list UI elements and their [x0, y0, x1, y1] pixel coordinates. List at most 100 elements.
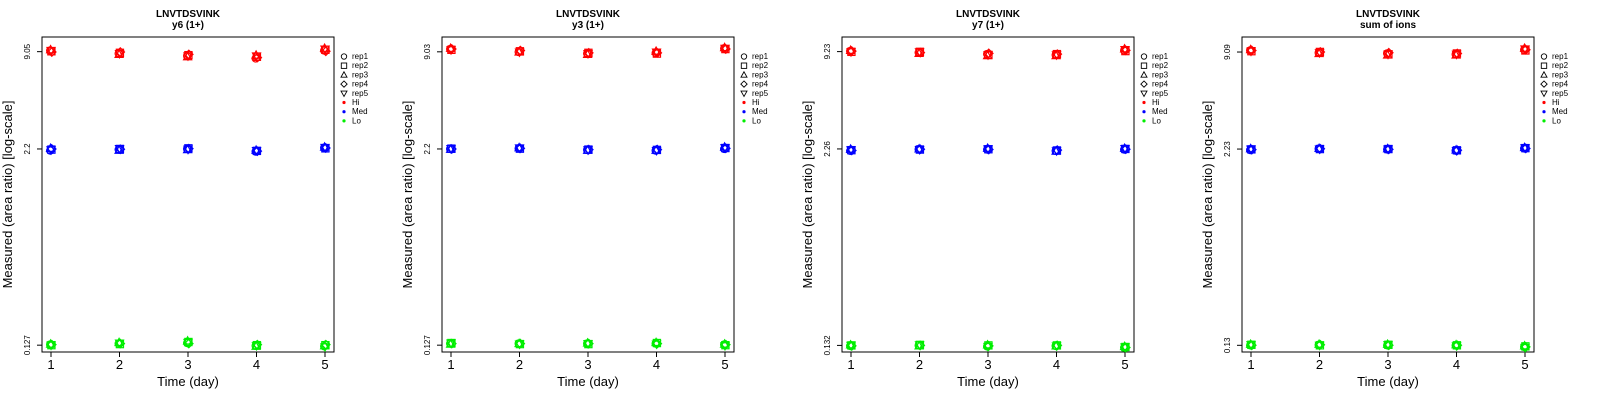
y-tick-label: 0.132 [823, 335, 832, 356]
data-point-hi-rep5-day4 [251, 52, 262, 62]
data-point-med-rep4-day5 [1120, 144, 1131, 155]
x-tick-label: 1 [47, 357, 54, 372]
x-axis-label: Time (day) [957, 374, 1019, 389]
data-point-lo-rep5-day2 [114, 339, 125, 349]
data-point-med-rep5-day3 [182, 145, 194, 155]
x-tick-label: 4 [653, 357, 660, 372]
data-point-lo-rep4-day2 [915, 340, 926, 351]
chart-title: LNVTDSVINK [156, 9, 221, 20]
chart-subtitle: y7 (1+) [972, 20, 1004, 31]
x-axis-label: Time (day) [1357, 374, 1419, 389]
chart-subtitle: y3 (1+) [572, 20, 604, 31]
data-point-hi-rep5-day5 [1519, 45, 1531, 55]
legend-label: rep5 [1552, 89, 1569, 98]
legend-label: rep4 [752, 80, 769, 89]
data-point-med-rep5-day5 [719, 144, 731, 154]
legend-label: rep1 [1552, 52, 1569, 61]
y-tick-label: 2.26 [823, 141, 832, 157]
legend-label: Hi [752, 98, 760, 107]
data-point-lo-rep5-day5 [319, 343, 331, 353]
data-point-med-rep5-day5 [1519, 144, 1531, 154]
y-tick-label: 2.2 [423, 143, 432, 155]
data-point-med-rep4-day5 [1520, 143, 1531, 154]
y-tick-label: 9.09 [1223, 44, 1232, 60]
data-point-lo-rep5-day3 [1382, 341, 1394, 351]
data-point-hi-rep5-day5 [1119, 46, 1131, 56]
plot-area [41, 36, 335, 353]
legend-marker-rep4 [340, 80, 348, 88]
x-tick-label: 2 [116, 357, 123, 372]
data-point-lo-rep4-day1 [1246, 340, 1257, 351]
data-point-hi-rep4-day5 [720, 44, 731, 55]
data-point-hi-rep5-day1 [445, 46, 457, 56]
data-point-med-rep4-day5 [320, 142, 331, 154]
legend-marker-rep1 [1140, 53, 1148, 60]
data-point-hi-rep5-day1 [845, 48, 857, 58]
data-point-med-rep5-day2 [1314, 145, 1325, 155]
data-point-hi-rep5-day2 [114, 49, 125, 60]
data-point-med-rep4-day4 [252, 146, 263, 157]
data-point-hi-rep5-day4 [1451, 50, 1462, 60]
data-point-med-rep5-day2 [914, 145, 925, 155]
data-point-med-rep4-day5 [720, 143, 731, 154]
legend-label: Hi [1552, 98, 1560, 107]
legend-marker-rep5 [740, 90, 748, 98]
data-point-med-rep4-day1 [846, 145, 857, 156]
data-point-lo-rep5-day1 [445, 339, 457, 349]
data-point-hi-rep5-day3 [182, 52, 194, 62]
data-point-lo-rep5-day4 [1051, 342, 1062, 352]
x-tick-label: 1 [847, 357, 854, 372]
data-point-med-rep4-day3 [983, 144, 994, 155]
data-point-med-rep5-day5 [319, 143, 331, 153]
legend-label: rep4 [1552, 80, 1569, 89]
y-tick-label: 0.13 [1223, 337, 1232, 353]
data-point-lo-rep5-day1 [1245, 341, 1257, 351]
data-point-lo-rep4-day1 [446, 338, 457, 349]
data-point-hi-rep5-day5 [719, 44, 731, 54]
legend-marker-rep2 [1140, 62, 1148, 69]
x-tick-label: 4 [253, 357, 260, 372]
legend-label: Hi [1152, 98, 1160, 107]
x-tick-label: 5 [721, 357, 728, 372]
chart-subtitle: y6 (1+) [172, 20, 204, 31]
legend-label: rep3 [352, 70, 369, 79]
legend-label: rep2 [1552, 61, 1569, 70]
legend-marker-lo [742, 119, 746, 123]
data-point-lo-rep5-day4 [1451, 342, 1462, 352]
data-point-hi-rep3-day4 [651, 45, 662, 55]
y-tick-label: 2.23 [1223, 141, 1232, 157]
data-point-med-rep5-day3 [1382, 145, 1394, 155]
x-tick-label: 4 [1453, 357, 1460, 372]
data-point-med-rep5-day2 [114, 145, 125, 155]
legend-label: rep2 [1152, 61, 1169, 70]
legend-marker-med [742, 110, 746, 114]
data-point-lo-rep5-day5 [719, 342, 731, 352]
legend-marker-rep5 [1540, 90, 1548, 98]
x-tick-label: 2 [1316, 357, 1323, 372]
data-point-hi-rep4-day2 [915, 47, 926, 58]
legend-label: Lo [752, 116, 761, 125]
y-tick-label: 9.05 [23, 43, 32, 59]
legend-label: rep4 [1152, 80, 1169, 89]
legend-marker-hi [1142, 100, 1146, 105]
data-point-lo-rep5-day4 [251, 342, 262, 352]
x-tick-label: 5 [321, 357, 328, 372]
y-tick-label: 0.127 [423, 335, 432, 356]
y-axis-label: Measured (area ratio) [log-scale] [800, 101, 815, 289]
data-point-lo-rep4-day3 [1383, 340, 1394, 351]
legend-label: rep3 [1552, 70, 1569, 79]
data-point-lo-rep5-day5 [1119, 343, 1131, 353]
legend-marker-rep3 [1540, 70, 1548, 78]
data-point-med-rep5-day4 [1451, 147, 1462, 157]
data-point-hi-rep4-day5 [1120, 45, 1131, 56]
legend-label: Med [352, 107, 368, 116]
y-axis-label: Measured (area ratio) [log-scale] [400, 101, 415, 289]
y-axis-label: Measured (area ratio) [log-scale] [0, 101, 15, 289]
legend-label: rep2 [752, 61, 769, 70]
data-point-med-rep5-day2 [514, 144, 525, 154]
data-point-lo-rep4-day2 [115, 338, 126, 349]
x-tick-label: 2 [516, 357, 523, 372]
